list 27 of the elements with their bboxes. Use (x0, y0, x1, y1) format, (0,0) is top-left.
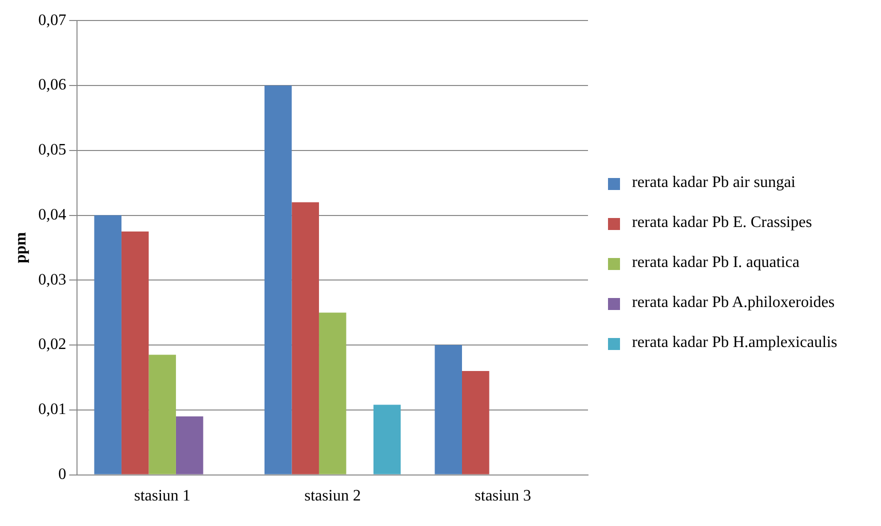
bar (264, 85, 292, 474)
x-tick-label: stasiun 1 (134, 488, 191, 505)
legend-label: rerata kadar Pb E. Crassipes (632, 214, 812, 232)
legend-label: rerata kadar Pb H.amplexicaulis (632, 334, 838, 352)
x-tick-label: stasiun 3 (474, 488, 532, 505)
bar (318, 312, 346, 474)
bar (148, 354, 176, 474)
y-tick-label: 0,04 (38, 206, 66, 224)
y-tick-label: 0,02 (38, 336, 66, 354)
y-tick-label: 0,03 (38, 271, 66, 288)
y-tick-label: 0,05 (38, 142, 66, 159)
legend-label: rerata kadar Pb air sungai (632, 174, 796, 192)
bar (121, 231, 149, 474)
x-tick-label: stasiun 2 (304, 488, 361, 505)
y-tick-label: 0,01 (38, 401, 66, 418)
legend-label: rerata kadar Pb I. aquatica (632, 254, 800, 272)
bar (292, 202, 319, 474)
bar (94, 215, 122, 474)
bar (373, 404, 401, 474)
legend-label: rerata kadar Pb A.philoxeroides (632, 294, 835, 312)
bar (176, 416, 204, 474)
bar (462, 370, 490, 474)
y-tick-label: 0,06 (38, 76, 66, 94)
y-tick-label: 0,07 (38, 12, 66, 29)
bar (434, 345, 462, 474)
y-tick-label: 0 (58, 466, 66, 484)
y-axis-title: ppm (12, 231, 30, 264)
